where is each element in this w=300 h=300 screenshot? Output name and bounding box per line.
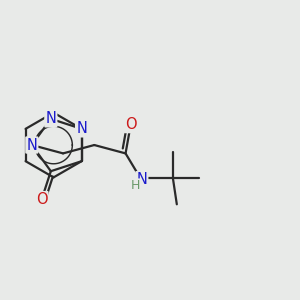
Text: N: N <box>45 111 56 126</box>
Text: O: O <box>125 117 136 132</box>
Text: N: N <box>26 137 37 152</box>
Text: O: O <box>36 192 47 207</box>
Text: H: H <box>131 179 140 192</box>
Text: N: N <box>76 121 87 136</box>
Text: N: N <box>136 172 147 187</box>
